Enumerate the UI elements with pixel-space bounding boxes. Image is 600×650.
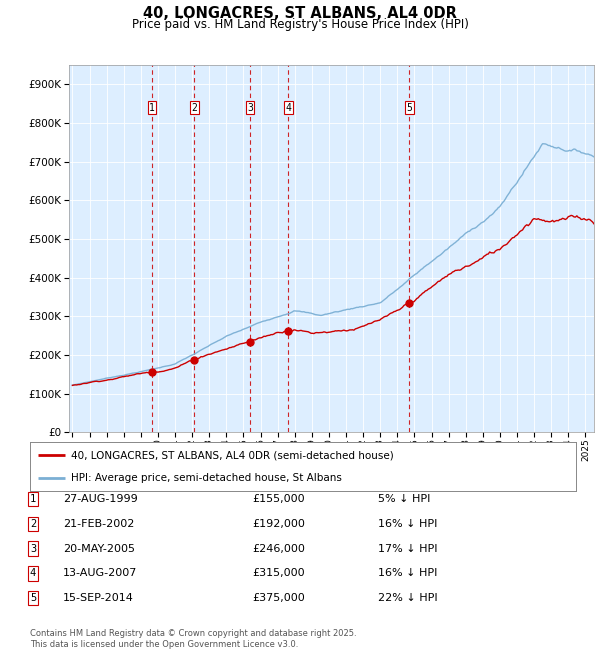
Text: 3: 3 — [247, 103, 253, 112]
Text: 21-FEB-2002: 21-FEB-2002 — [63, 519, 134, 529]
Text: 4: 4 — [285, 103, 291, 112]
Text: 2: 2 — [191, 103, 197, 112]
Text: 5% ↓ HPI: 5% ↓ HPI — [378, 494, 430, 504]
Text: £315,000: £315,000 — [252, 568, 305, 578]
Text: 27-AUG-1999: 27-AUG-1999 — [63, 494, 138, 504]
Text: 16% ↓ HPI: 16% ↓ HPI — [378, 519, 437, 529]
Text: 16% ↓ HPI: 16% ↓ HPI — [378, 568, 437, 578]
Text: 5: 5 — [30, 593, 36, 603]
Text: £246,000: £246,000 — [252, 543, 305, 554]
Text: £155,000: £155,000 — [252, 494, 305, 504]
Text: 17% ↓ HPI: 17% ↓ HPI — [378, 543, 437, 554]
Text: 2: 2 — [30, 519, 36, 529]
Text: 4: 4 — [30, 568, 36, 578]
Text: 15-SEP-2014: 15-SEP-2014 — [63, 593, 134, 603]
Text: 40, LONGACRES, ST ALBANS, AL4 0DR (semi-detached house): 40, LONGACRES, ST ALBANS, AL4 0DR (semi-… — [71, 450, 394, 460]
Text: HPI: Average price, semi-detached house, St Albans: HPI: Average price, semi-detached house,… — [71, 473, 342, 482]
Text: 3: 3 — [30, 543, 36, 554]
Text: 1: 1 — [30, 494, 36, 504]
Text: 13-AUG-2007: 13-AUG-2007 — [63, 568, 137, 578]
Text: £375,000: £375,000 — [252, 593, 305, 603]
Text: 20-MAY-2005: 20-MAY-2005 — [63, 543, 135, 554]
Text: 22% ↓ HPI: 22% ↓ HPI — [378, 593, 437, 603]
Text: 1: 1 — [149, 103, 155, 112]
Text: 40, LONGACRES, ST ALBANS, AL4 0DR: 40, LONGACRES, ST ALBANS, AL4 0DR — [143, 6, 457, 21]
Text: Price paid vs. HM Land Registry's House Price Index (HPI): Price paid vs. HM Land Registry's House … — [131, 18, 469, 31]
Text: Contains HM Land Registry data © Crown copyright and database right 2025.
This d: Contains HM Land Registry data © Crown c… — [30, 629, 356, 649]
Text: 5: 5 — [407, 103, 412, 112]
Text: £192,000: £192,000 — [252, 519, 305, 529]
